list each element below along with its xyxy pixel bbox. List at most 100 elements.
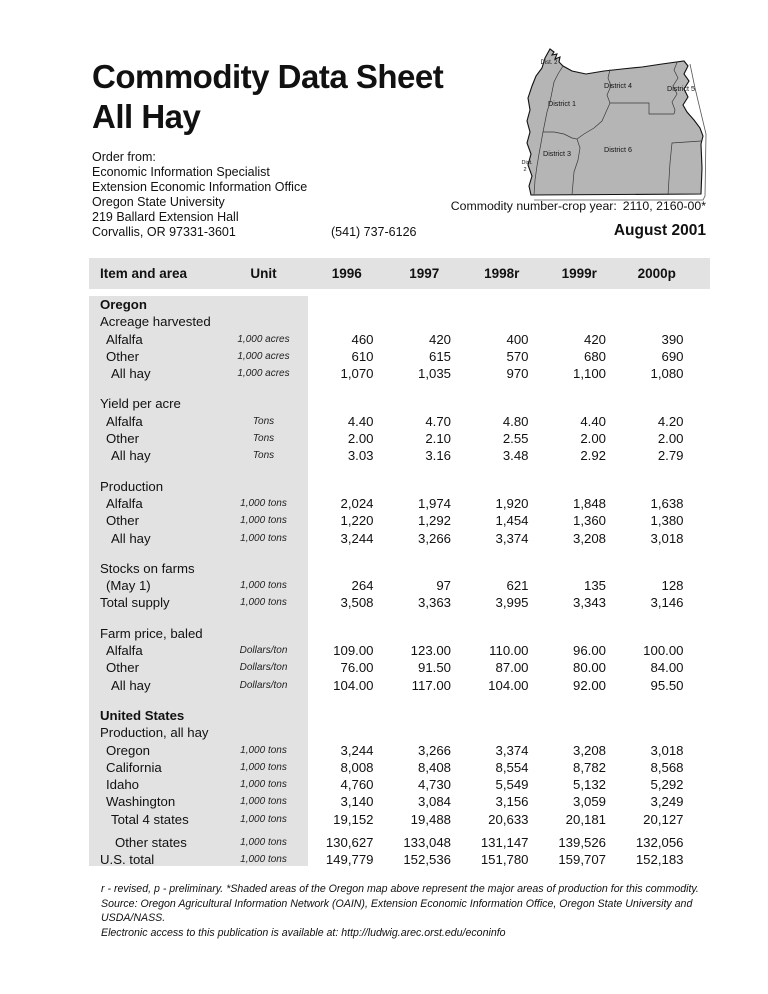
address-line: 219 Ballard Extension Hall	[92, 210, 239, 224]
value-cell: 3,059	[572, 794, 606, 810]
spacer-row	[89, 547, 710, 560]
table-row: All hay Tons 3.03 3.16 3.48 2.92 2.79	[89, 447, 710, 464]
value-cell: 117.00	[411, 677, 451, 693]
table-row: Total 4 states 1,000 tons 19,152 19,488 20,6…	[89, 811, 710, 828]
value-cell: 3,249	[650, 794, 684, 810]
unit-cell: 1,000 tons	[240, 597, 287, 609]
table-row: All hay 1,000 acres 1,070 1,035 970 1,100 1,08…	[89, 365, 710, 382]
unit-cell: 1,000 tons	[240, 744, 287, 756]
value-cell: 104.00	[333, 677, 374, 693]
map-label-district6: District 6	[604, 145, 632, 154]
value-cell: 610	[351, 348, 374, 364]
value-cell: 3,140	[340, 794, 374, 810]
unit-cell: 1,000 tons	[240, 813, 287, 825]
value-cell: 2.55	[502, 431, 529, 447]
value-cell: 128	[661, 578, 684, 594]
value-cell: 1,360	[572, 513, 606, 529]
unit-cell: 1,000 acres	[237, 368, 290, 380]
value-cell: 131,147	[480, 835, 529, 851]
value-cell: 20,127	[643, 811, 684, 827]
value-cell: 1,080	[650, 366, 684, 382]
section-row: Oregon	[89, 296, 710, 313]
value-cell: 8,008	[340, 759, 374, 775]
value-cell: 1,454	[495, 513, 529, 529]
value-cell: 8,554	[495, 759, 529, 775]
table-row: Other Tons 2.00 2.10 2.55 2.00 2.00	[89, 430, 710, 447]
value-cell: 96.00	[572, 643, 606, 659]
value-cell: 390	[661, 331, 684, 347]
row-label: Other	[106, 431, 139, 447]
value-cell: 3,084	[417, 794, 451, 810]
table-row: California 1,000 tons 8,008 8,408 8,554 8,782…	[89, 759, 710, 776]
value-cell: 1,380	[650, 513, 684, 529]
value-cell: 1,848	[572, 495, 606, 511]
table-row: Washington 1,000 tons 3,140 3,084 3,156 3,059…	[89, 793, 710, 810]
unit-cell: 1,000 tons	[240, 580, 287, 592]
unit-cell: Dollars/ton	[239, 679, 288, 691]
value-cell: 109.00	[333, 643, 374, 659]
value-cell: 3,266	[417, 742, 451, 758]
value-cell: 8,568	[650, 759, 684, 775]
spacer-row	[89, 694, 710, 707]
oregon-state-shape	[526, 48, 704, 196]
row-label: Alfalfa	[106, 495, 143, 511]
value-cell: 152,536	[403, 852, 451, 868]
commodity-number-value: 2110, 2160-00*	[622, 199, 706, 213]
row-label: Washington	[106, 794, 176, 810]
row-label: Other states	[115, 835, 187, 851]
row-label: Alfalfa	[106, 413, 143, 429]
value-cell: 151,780	[480, 852, 529, 868]
value-cell: 2.92	[580, 448, 606, 464]
unit-cell: Dollars/ton	[239, 645, 288, 657]
unit-cell: 1,000 tons	[240, 497, 287, 509]
map-label-dist2-north: Dist. 2	[540, 60, 558, 66]
footnote-revision-key: r - revised, p - preliminary. *Shaded ar…	[101, 883, 699, 895]
value-cell: 133,048	[403, 835, 451, 851]
value-cell: 84.00	[650, 660, 684, 676]
issue-date: August 2001	[613, 222, 706, 239]
group-row: Stocks on farms	[89, 560, 710, 577]
column-header: 1997	[409, 266, 440, 281]
row-label: Oregon	[100, 297, 147, 312]
table-row: Alfalfa Dollars/ton 109.00 123.00 110.00 96.0…	[89, 642, 710, 659]
address-line: Economic Information Specialist	[92, 165, 270, 179]
value-cell: 123.00	[410, 643, 451, 659]
value-cell: 680	[583, 348, 606, 364]
title-line1: Commodity Data Sheet	[92, 58, 444, 95]
row-label: Production, all hay	[100, 725, 209, 741]
value-cell: 132,056	[635, 835, 684, 851]
table-row: Oregon 1,000 tons 3,244 3,266 3,374 3,208 3,01…	[89, 742, 710, 759]
value-cell: 135	[583, 578, 606, 594]
value-cell: 264	[351, 578, 374, 594]
value-cell: 149,779	[325, 852, 374, 868]
column-header: 2000p	[637, 266, 676, 281]
table-row: Idaho 1,000 tons 4,760 4,730 5,549 5,132 5,292	[89, 776, 710, 793]
row-label: Total supply	[100, 595, 170, 611]
footnotes: r - revised, p - preliminary. *Shaded ar…	[101, 882, 741, 940]
value-cell: 615	[428, 348, 451, 364]
value-cell: 621	[506, 578, 529, 594]
column-header: 1998r	[484, 266, 520, 281]
value-cell: 4.70	[425, 413, 451, 429]
unit-cell: 1,000 tons	[240, 796, 287, 808]
unit-cell: 1,000 tons	[240, 532, 287, 544]
section-row: United States	[89, 707, 710, 724]
map-label-district3: District 3	[543, 149, 571, 158]
value-cell: 3,208	[572, 530, 606, 546]
row-label: All hay	[111, 530, 151, 546]
page-title: Commodity Data Sheet All Hay	[92, 57, 444, 137]
unit-cell: 1,000 tons	[240, 779, 287, 791]
value-cell: 80.00	[572, 660, 606, 676]
value-cell: 3,995	[495, 595, 529, 611]
table-row: Other 1,000 tons 1,220 1,292 1,454 1,360 1,380	[89, 512, 710, 529]
spacer-row	[89, 465, 710, 478]
value-cell: 4.40	[580, 413, 606, 429]
row-label: Alfalfa	[106, 331, 143, 347]
value-cell: 3,018	[650, 742, 684, 758]
row-label: Alfalfa	[106, 643, 143, 659]
row-label: U.S. total	[100, 852, 155, 868]
value-cell: 970	[506, 366, 529, 382]
unit-cell: 1,000 acres	[237, 333, 290, 345]
value-cell: 4.80	[502, 413, 529, 429]
commodity-number-line: Commodity number-crop year: 2110, 2160-00…	[451, 199, 706, 213]
